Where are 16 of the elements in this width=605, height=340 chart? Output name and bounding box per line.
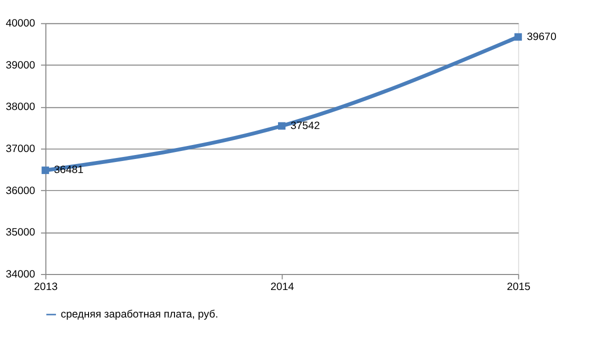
y-tick-label: 39000 [6, 59, 36, 72]
data-label: 39670 [526, 30, 556, 43]
y-tick-label: 37000 [6, 142, 36, 155]
y-tick-label: 40000 [6, 18, 36, 30]
point [42, 166, 50, 174]
y-tick-label: 34000 [6, 268, 36, 280]
data-label: 37542 [290, 120, 320, 132]
x-tick-label: 2013 [34, 280, 58, 293]
y-tick-label: 36000 [6, 184, 36, 197]
point [514, 33, 522, 41]
point [278, 122, 286, 130]
x-tick-label: 2015 [506, 280, 531, 293]
x-tick-label: 2014 [270, 280, 294, 293]
y-tick-label: 35000 [6, 226, 36, 239]
y-tick-label: 38000 [6, 101, 36, 114]
legend-label: средняя заработная плата, руб. [60, 308, 218, 320]
